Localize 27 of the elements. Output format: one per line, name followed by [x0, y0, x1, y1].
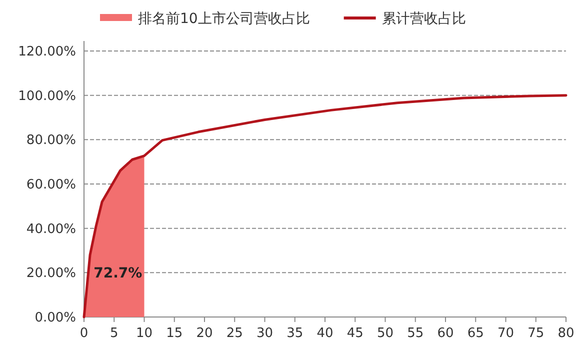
- legend-label: 排名前10上市公司营收占比: [138, 11, 310, 27]
- x-tick-label: 50: [376, 326, 394, 341]
- x-tick-label: 80: [558, 326, 574, 341]
- y-tick-label: 80.00%: [26, 133, 76, 148]
- y-tick-label: 20.00%: [26, 266, 76, 282]
- y-tick-label: 0.00%: [34, 310, 76, 326]
- y-tick-label: 100.00%: [18, 88, 76, 104]
- x-tick-label: 40: [316, 326, 334, 341]
- legend-label: 累计营收占比: [382, 11, 466, 27]
- x-tick-label: 30: [256, 326, 274, 341]
- x-tick-label: 20: [196, 326, 213, 341]
- x-tick-label: 10: [136, 326, 153, 341]
- x-tick-label: 35: [286, 326, 304, 341]
- x-tick-label: 60: [437, 326, 454, 341]
- x-tick-label: 65: [467, 326, 484, 341]
- annotation: 72.7%: [94, 266, 142, 282]
- x-tick-label: 55: [407, 326, 424, 341]
- y-tick-label: 120.00%: [18, 44, 76, 60]
- x-tick-label: 15: [166, 326, 183, 341]
- y-tick-label: 40.00%: [26, 222, 76, 237]
- y-tick-label: 60.00%: [26, 178, 76, 192]
- x-tick-label: 5: [110, 326, 118, 341]
- x-tick-label: 45: [346, 326, 364, 341]
- x-tick-label: 0: [80, 326, 88, 341]
- x-tick-label: 70: [497, 326, 514, 341]
- x-tick-label: 25: [226, 326, 243, 341]
- x-tick-label: 75: [528, 326, 544, 341]
